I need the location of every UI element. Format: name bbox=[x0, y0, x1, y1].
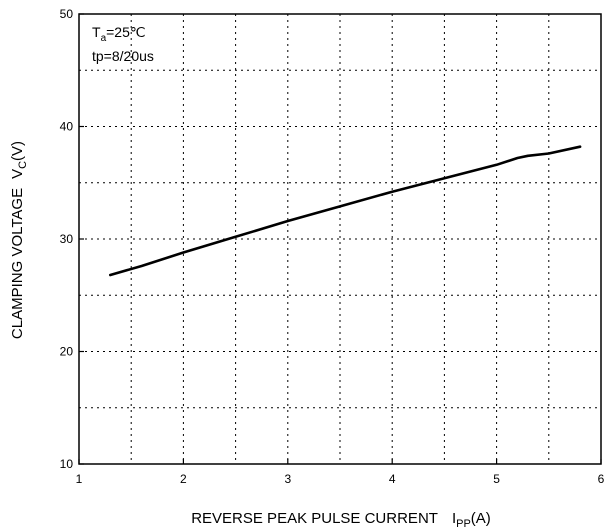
grid-lines bbox=[79, 14, 601, 464]
series-group bbox=[109, 145, 582, 277]
x-tick-label: 2 bbox=[180, 472, 187, 486]
y-tick-label: 40 bbox=[60, 120, 74, 134]
x-tick-label: 4 bbox=[389, 472, 396, 486]
y-tick-label: 30 bbox=[60, 232, 74, 246]
x-tick-label: 3 bbox=[284, 472, 291, 486]
annotation-temperature: Ta=25℃ bbox=[92, 24, 146, 44]
tick-labels: 1 2 3 4 5 6 10 20 30 40 50 bbox=[60, 7, 605, 486]
x-axis-title: REVERSE PEAK PULSE CURRENT IPP(A) bbox=[191, 510, 491, 530]
x-tick-label: 6 bbox=[598, 472, 605, 486]
y-tick-label: 10 bbox=[60, 457, 74, 471]
annotation-box: Ta=25℃ tp=8/20us bbox=[92, 24, 154, 64]
y-tick-label: 50 bbox=[60, 7, 74, 21]
axis-ticks bbox=[78, 13, 602, 465]
x-tick-label: 1 bbox=[76, 472, 83, 486]
y-axis-title: CLAMPING VOLTAGEVC(V) bbox=[9, 141, 29, 339]
x-tick-label: 5 bbox=[493, 472, 500, 486]
annotation-pulse: tp=8/20us bbox=[92, 48, 154, 64]
y-tick-label: 20 bbox=[60, 345, 74, 359]
series-line-clamping-voltage bbox=[109, 145, 582, 277]
